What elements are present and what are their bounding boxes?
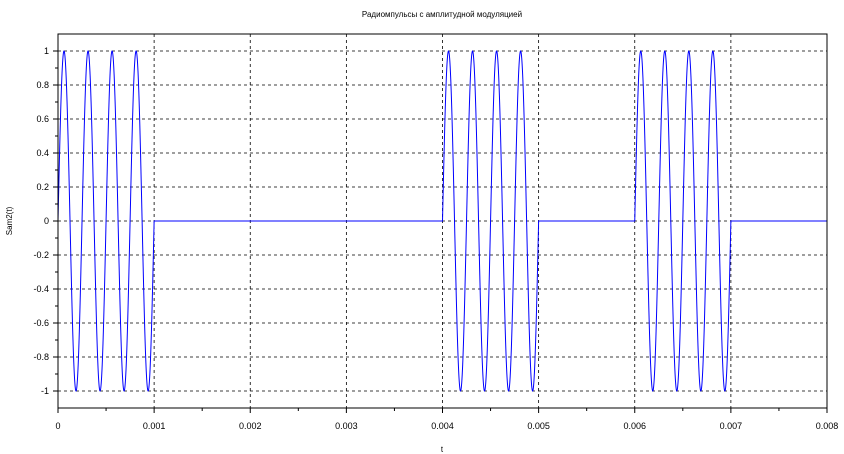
x-tick-label: 0.002: [239, 421, 262, 431]
y-tick-label: 0: [44, 216, 49, 226]
y-tick-label: 0.4: [36, 148, 49, 158]
x-tick-label: 0.004: [431, 421, 454, 431]
ticks: 0 0.001 0.002 0.003 0.004 0.005 0.006 0.007 0.00…: [33, 46, 838, 431]
y-tick-label: -0.8: [33, 352, 49, 362]
y-tick-label: -0.2: [33, 250, 49, 260]
series-layer: [57, 50, 827, 392]
y-tick-label: 0.6: [36, 114, 49, 124]
y-tick-label: -0.4: [33, 284, 49, 294]
x-tick-label: 0.003: [335, 421, 358, 431]
y-tick-label: 0.8: [36, 80, 49, 90]
series-line: [57, 50, 827, 392]
x-axis-label: t: [441, 445, 444, 454]
y-tick-label: -1: [41, 386, 49, 396]
y-axis-label: Sam2(t): [5, 206, 14, 235]
x-tick-label: 0.007: [720, 421, 743, 431]
x-tick-label: 0.001: [143, 421, 166, 431]
y-tick-label: 1: [44, 46, 49, 56]
x-tick-label: 0.006: [623, 421, 646, 431]
x-tick-label: 0.008: [816, 421, 839, 431]
chart-title: Радиомпульсы с амплитудной модуляцией: [362, 10, 522, 19]
y-tick-label: 0.2: [36, 182, 49, 192]
x-tick-label: 0.005: [527, 421, 550, 431]
y-tick-label: -0.6: [33, 318, 49, 328]
x-tick-label: 0: [55, 421, 60, 431]
